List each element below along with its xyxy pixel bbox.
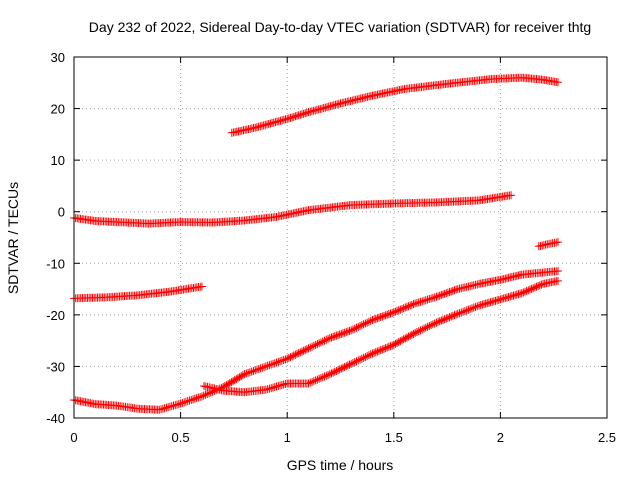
grid	[74, 57, 607, 418]
series-arc-minus17	[70, 282, 206, 303]
x-tick-label: 1	[284, 430, 291, 445]
x-tick-label: 2	[497, 430, 504, 445]
series-arc-top	[227, 73, 562, 137]
x-tick-label: 0	[70, 430, 77, 445]
y-tick-label: 10	[51, 153, 65, 168]
plus-markers	[534, 238, 562, 251]
plus-markers	[227, 73, 562, 137]
y-tick-label: 30	[51, 50, 65, 65]
series-arc-b	[200, 276, 562, 397]
x-tick-label: 2.5	[598, 430, 616, 445]
y-tick-label: -10	[46, 256, 65, 271]
plus-markers	[70, 282, 206, 303]
y-tick-label: 0	[58, 205, 65, 220]
y-tick-label: -20	[46, 308, 65, 323]
x-axis-label: GPS time / hours	[287, 457, 394, 473]
series-arc-small	[534, 238, 562, 251]
plus-markers	[70, 191, 516, 228]
tick-layer: 0 0.5 1 1.5 2 2.5 -40 -30 -20 -10 0 10 20 30	[46, 50, 616, 445]
y-tick-label: -40	[46, 411, 65, 426]
series-arc-zero	[70, 191, 516, 228]
plus-markers	[70, 267, 562, 414]
plus-markers	[200, 276, 562, 397]
y-tick-label: -30	[46, 359, 65, 374]
chart-title: Day 232 of 2022, Sidereal Day-to-day VTE…	[89, 19, 591, 35]
y-tick-label: 20	[51, 102, 65, 117]
x-tick-label: 0.5	[172, 430, 190, 445]
plot-frame	[73, 56, 608, 419]
series-layer	[70, 73, 562, 414]
y-axis-label: SDTVAR / TECUs	[5, 182, 21, 294]
series-arc-a	[70, 267, 562, 414]
x-tick-label: 1.5	[385, 430, 403, 445]
